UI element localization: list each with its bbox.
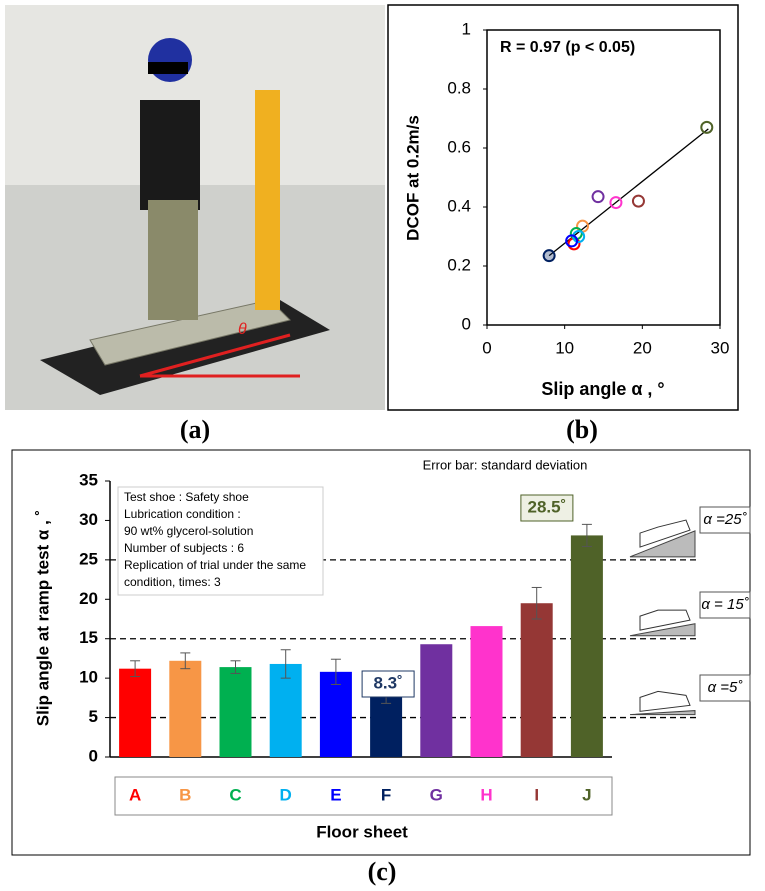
info-box <box>117 486 324 596</box>
y-tick-label: 20 <box>79 589 98 608</box>
y-tick-label: 0.2 <box>447 255 471 274</box>
x-tick-label: 10 <box>555 338 574 357</box>
error-bar <box>581 523 592 547</box>
y-tick-label: 0.8 <box>447 78 471 97</box>
reference-label: α =25˚ <box>703 511 747 528</box>
bar <box>470 626 503 757</box>
y-tick-label: 35 <box>79 470 98 489</box>
y-tick-label: 0.4 <box>447 196 471 215</box>
x-tick-label: G <box>430 785 443 804</box>
photo-helmet <box>148 38 192 82</box>
x-tick-label: A <box>129 785 141 804</box>
x-tick-label: B <box>179 785 191 804</box>
reference-label-box <box>699 506 751 534</box>
y-axis-label: DCOF at 0.2m/s <box>403 115 422 241</box>
photo-person-legs <box>148 200 198 320</box>
error-bar <box>230 660 241 674</box>
info-text: Replication of trial under the same <box>124 558 306 572</box>
shoe-icon <box>639 690 691 712</box>
y-tick-label: 1 <box>462 19 471 38</box>
bar <box>319 671 352 757</box>
reference-label: α = 15˚ <box>701 596 749 613</box>
x-tick-label: J <box>582 785 591 804</box>
error-bar <box>280 649 291 679</box>
y-tick-label: 30 <box>79 510 98 529</box>
annotation-box <box>361 670 415 698</box>
ramp-icon <box>629 623 696 637</box>
info-text: Lubrication condition : <box>124 507 241 521</box>
y-axis-label: Slip angle at ramp test α , ˚ <box>33 510 52 726</box>
x-tick-label: 0 <box>482 338 491 357</box>
reference-label-box <box>699 674 751 702</box>
error-bar <box>130 660 141 678</box>
x-tick-label: H <box>480 785 492 804</box>
y-tick-label: 0 <box>89 746 98 765</box>
photo-person-body <box>140 100 200 210</box>
bar <box>370 694 403 757</box>
annotation: 8.3˚ <box>373 673 402 692</box>
reference-label: α =5˚ <box>708 679 744 696</box>
bar <box>169 660 202 757</box>
y-tick-label: 25 <box>79 549 98 568</box>
fit-line <box>548 128 709 257</box>
y-tick-label: 5 <box>89 707 98 726</box>
photo-crane <box>255 90 280 310</box>
y-tick-label: 0.6 <box>447 137 471 156</box>
point <box>631 194 645 208</box>
panel-frame <box>387 4 739 411</box>
bar <box>420 644 453 757</box>
annotation: R = 0.97 (p < 0.05) <box>500 39 635 56</box>
x-tick-label: 20 <box>633 338 652 357</box>
x-tick-label: F <box>381 785 391 804</box>
annotation-box <box>520 494 574 522</box>
bar <box>269 663 302 757</box>
ramp-icon <box>629 530 696 558</box>
y-tick-label: 10 <box>79 668 98 687</box>
category-box <box>114 776 613 816</box>
info-text: Test shoe : Safety shoe <box>124 490 249 504</box>
info-text: Number of subjects : 6 <box>124 541 244 555</box>
y-tick-label: 0 <box>462 314 471 333</box>
reference-label-box <box>699 591 751 619</box>
panel-label: (a) <box>180 415 210 444</box>
info-text: condition, times: 3 <box>124 575 221 589</box>
y-tick-label: 15 <box>79 628 98 647</box>
point <box>542 249 556 263</box>
panel-label: (b) <box>566 415 598 444</box>
point <box>700 120 714 134</box>
error-bar <box>531 586 542 620</box>
info-text: 90 wt% glycerol-solution <box>124 524 253 538</box>
x-tick-label: 30 <box>711 338 730 357</box>
bar <box>520 603 553 757</box>
point <box>609 196 623 210</box>
bar <box>570 535 603 757</box>
x-tick-label: E <box>330 785 341 804</box>
panel-frame <box>11 449 751 856</box>
x-axis-label: Slip angle α , ° <box>541 379 664 399</box>
x-tick-label: I <box>534 785 539 804</box>
shoe-icon <box>639 609 691 631</box>
photo-platform <box>89 299 291 366</box>
point <box>565 234 579 248</box>
shoe-icon <box>639 519 691 548</box>
x-tick-label: D <box>280 785 292 804</box>
note: Error bar: standard deviation <box>423 457 588 472</box>
point <box>591 190 605 204</box>
error-bar <box>180 652 191 670</box>
x-tick-label: C <box>229 785 241 804</box>
error-bar <box>330 658 341 685</box>
photo-angle-line <box>139 333 291 378</box>
annotation: 28.5˚ <box>528 497 567 516</box>
panel-label: (c) <box>368 857 397 886</box>
photo-annotation: θ <box>238 321 247 338</box>
plot-frame <box>486 29 721 326</box>
bar <box>219 667 252 757</box>
bar <box>119 668 152 757</box>
photo-eye-mask <box>148 62 188 74</box>
x-axis-label: Floor sheet <box>316 822 408 841</box>
ramp-icon <box>629 710 696 716</box>
photo: θ <box>5 5 385 410</box>
